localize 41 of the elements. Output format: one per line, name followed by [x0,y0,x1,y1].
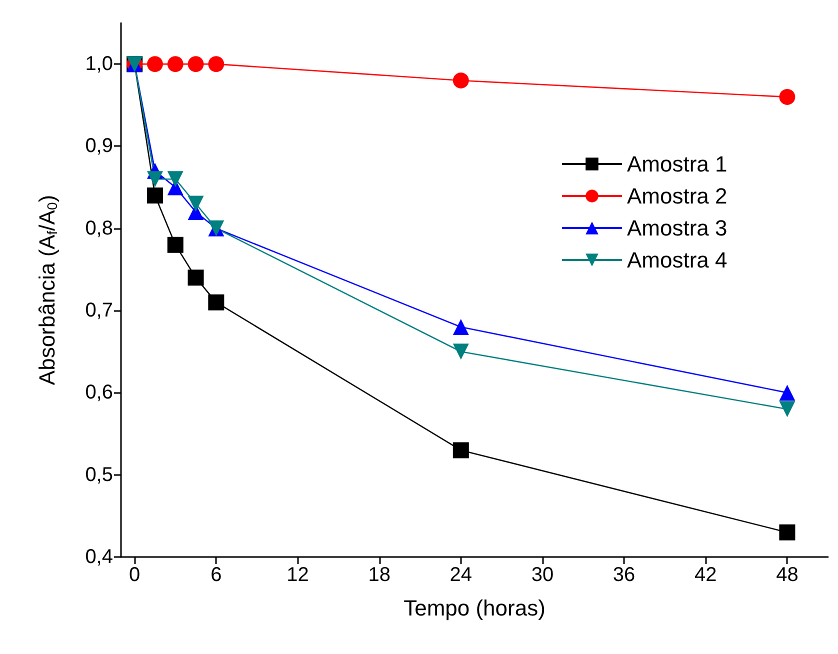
y-tick-label: 0,5 [85,464,113,486]
point [167,236,184,253]
x-axis-title: Tempo (horas) [404,596,546,620]
point [188,196,204,212]
y-tick-label: 0,9 [85,135,113,158]
y-tick-label: 0,4 [85,546,113,568]
x-tick-label: 30 [531,564,554,586]
y-axis-title: Absorbância (Af/A0) [34,194,60,386]
point [452,72,469,89]
point [188,270,204,286]
x-tick-label: 48 [776,564,798,586]
point [188,56,204,72]
x-tick-label: 42 [694,564,717,586]
legend-label: Amostra 4 [627,248,728,272]
point [452,344,469,360]
point [452,318,469,335]
legend-label: Amostra 3 [627,216,728,240]
y-tick-label: 0,6 [85,382,113,404]
point [146,188,163,204]
x-tick-label: 36 [612,564,636,586]
point [146,171,163,188]
x-tick-label: 24 [450,564,472,586]
point [147,56,163,72]
x-tick-label: 6 [210,564,222,586]
legend-label: Amostra 2 [627,184,728,208]
point [167,56,184,72]
point [779,401,796,418]
x-tick-label: 12 [286,564,309,586]
point [167,171,184,188]
point [779,88,796,105]
point [452,442,469,458]
y-tick-label: 0,8 [85,217,113,240]
legend-label: Amostra 1 [627,152,728,176]
point [208,294,224,310]
x-tick-label: 18 [368,564,390,586]
y-tick-label: 1,0 [85,53,113,76]
y-tick-label: 0,7 [85,300,113,322]
x-tick-label: 0 [129,564,140,586]
point [779,384,796,401]
point [779,524,796,540]
point [208,56,224,72]
